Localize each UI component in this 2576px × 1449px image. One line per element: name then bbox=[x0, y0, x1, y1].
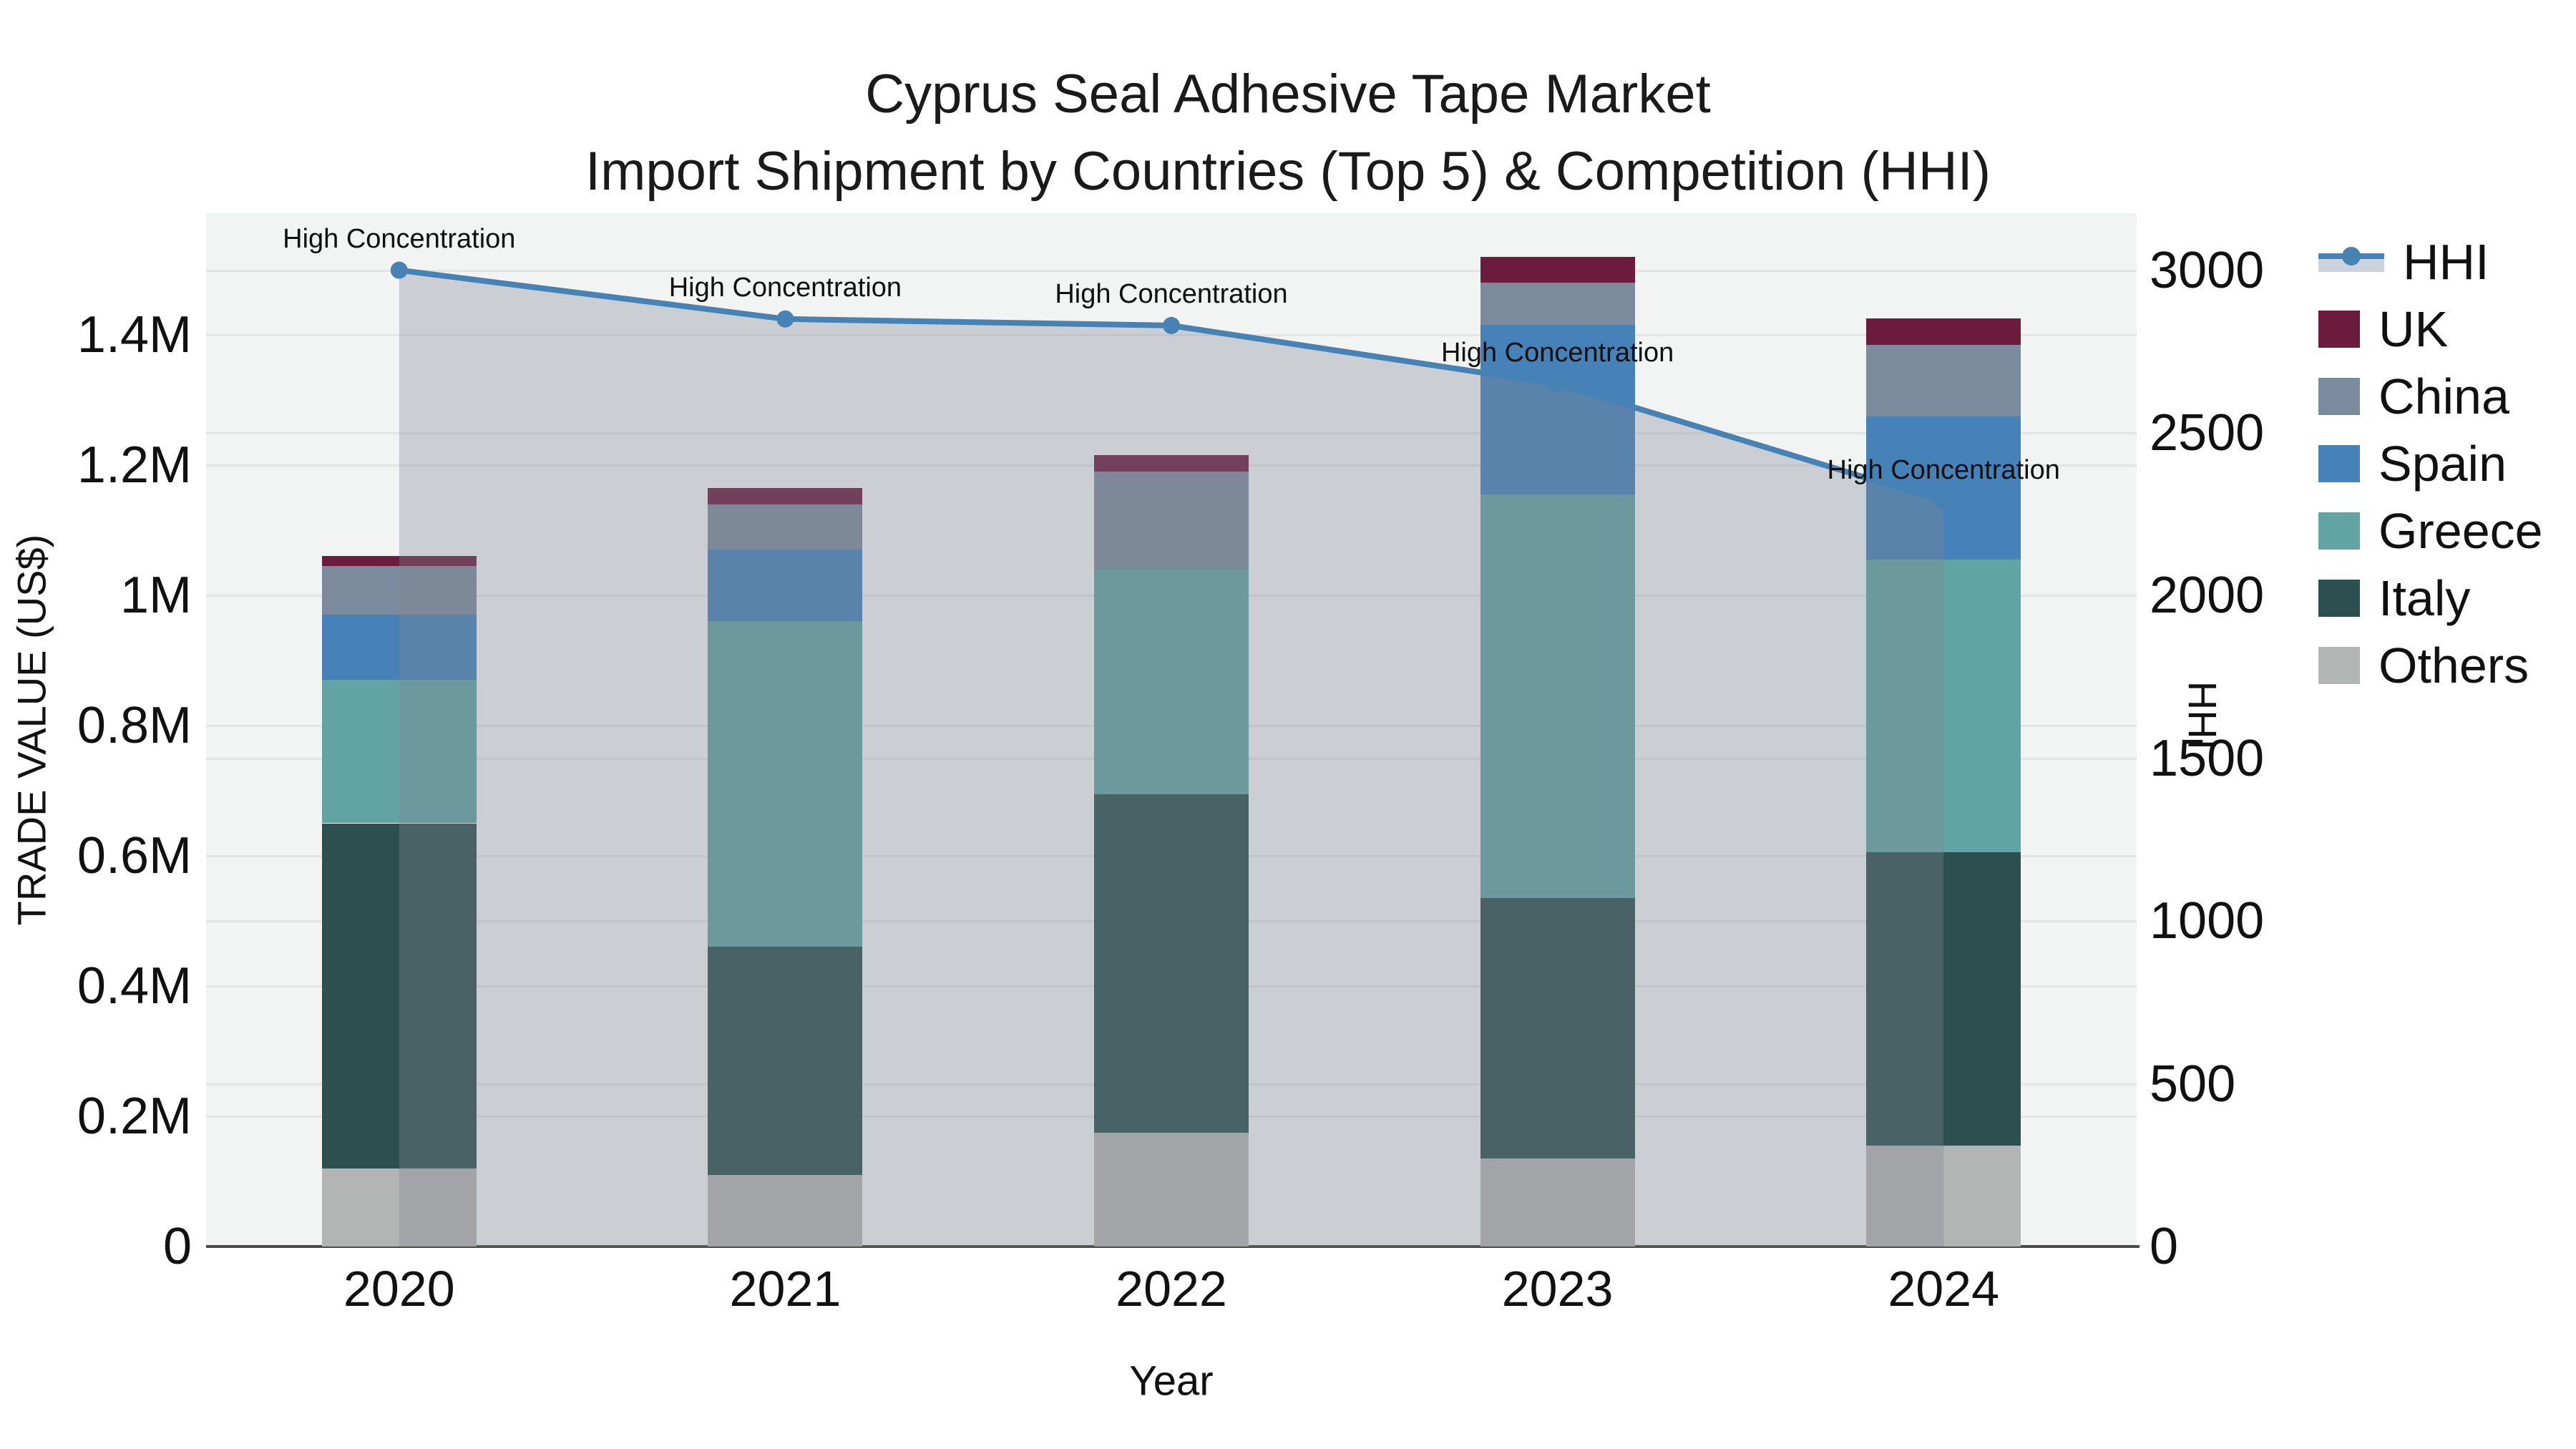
bar-china-2024[interactable] bbox=[1866, 344, 2021, 416]
legend-label-uk: UK bbox=[2379, 301, 2449, 357]
x-tick-label-2022: 2022 bbox=[1116, 1261, 1227, 1317]
bar-greece-2023[interactable] bbox=[1480, 494, 1635, 899]
y-right-tick-label: 1500 bbox=[2150, 729, 2265, 787]
bar-uk-2023[interactable] bbox=[1480, 256, 1635, 283]
x-tick-label-2024: 2024 bbox=[1888, 1261, 2000, 1317]
y-left-tick-label: 0.4M bbox=[77, 957, 192, 1015]
bar-greece-2021[interactable] bbox=[708, 621, 863, 947]
bar-china-2021[interactable] bbox=[708, 504, 863, 550]
bar-others-2020[interactable] bbox=[321, 1168, 477, 1246]
bar-uk-2020[interactable] bbox=[321, 556, 477, 567]
x-tick-label-2023: 2023 bbox=[1501, 1261, 1614, 1317]
bar-italy-2022[interactable] bbox=[1094, 794, 1249, 1133]
legend-item-spain[interactable]: Spain bbox=[2318, 439, 2543, 489]
hhi-area bbox=[399, 270, 1944, 1246]
bar-spain-2020[interactable] bbox=[321, 615, 477, 680]
legend-item-others[interactable]: Others bbox=[2318, 640, 2543, 691]
bar-uk-2024[interactable] bbox=[1866, 318, 2021, 345]
gridline-y-right bbox=[206, 269, 2137, 272]
bar-others-2024[interactable] bbox=[1866, 1145, 2021, 1246]
y-right-tick-label: 2500 bbox=[2150, 404, 2265, 462]
legend-label-spain: Spain bbox=[2379, 436, 2507, 492]
hhi-marker-2020[interactable] bbox=[390, 261, 408, 279]
hhi-marker-2021[interactable] bbox=[776, 310, 794, 328]
legend-swatch-italy bbox=[2318, 580, 2360, 617]
y-right-tick-label: 0 bbox=[2150, 1218, 2179, 1275]
annotation-high-concentration-2023: High Concentration bbox=[1440, 337, 1674, 368]
y-left-tick-label: 0.2M bbox=[77, 1088, 192, 1145]
bar-china-2020[interactable] bbox=[321, 566, 477, 615]
legend-item-china[interactable]: China bbox=[2318, 371, 2543, 421]
bar-italy-2023[interactable] bbox=[1480, 898, 1635, 1159]
y-right-tick-label: 1000 bbox=[2150, 892, 2265, 950]
annotation-high-concentration-2021: High Concentration bbox=[668, 272, 902, 303]
annotation-high-concentration-2020: High Concentration bbox=[283, 223, 516, 254]
bar-spain-2021[interactable] bbox=[708, 550, 863, 622]
legend-label-others: Others bbox=[2379, 638, 2529, 693]
hhi-marker-2024[interactable] bbox=[1935, 492, 1953, 510]
legend: HHI UK China Spain Greece Italy Others bbox=[2318, 237, 2543, 691]
chart-title: Cyprus Seal Adhesive Tape Market Import … bbox=[0, 56, 2576, 210]
bar-greece-2024[interactable] bbox=[1866, 559, 2021, 853]
bar-uk-2022[interactable] bbox=[1094, 455, 1249, 472]
legend-item-uk[interactable]: UK bbox=[2318, 304, 2543, 354]
bar-spain-2023[interactable] bbox=[1480, 325, 1635, 494]
legend-label-china: China bbox=[2379, 369, 2509, 424]
bar-others-2023[interactable] bbox=[1480, 1158, 1635, 1246]
y-left-tick-label: 0 bbox=[162, 1218, 192, 1275]
y-left-tick-label: 1.4M bbox=[77, 306, 192, 364]
bar-china-2023[interactable] bbox=[1480, 283, 1635, 326]
legend-label-italy: Italy bbox=[2379, 570, 2471, 626]
legend-swatch-greece bbox=[2318, 512, 2360, 550]
legend-hhi-marker-dot bbox=[2342, 247, 2361, 265]
legend-swatch-china bbox=[2318, 378, 2360, 415]
y-right-tick-label: 2000 bbox=[2150, 567, 2265, 625]
legend-item-hhi[interactable]: HHI bbox=[2318, 237, 2543, 287]
bar-uk-2021[interactable] bbox=[708, 487, 863, 504]
x-tick-label-2020: 2020 bbox=[343, 1261, 455, 1317]
chart-title-line1: Cyprus Seal Adhesive Tape Market bbox=[865, 64, 1711, 125]
bar-china-2022[interactable] bbox=[1094, 472, 1249, 570]
y-left-tick-label: 0.8M bbox=[77, 697, 192, 754]
y-left-tick-label: 0.6M bbox=[77, 827, 192, 884]
legend-label-greece: Greece bbox=[2379, 503, 2543, 559]
gridline-y-right bbox=[206, 431, 2137, 434]
legend-hhi-line-swatch bbox=[2318, 247, 2384, 276]
gridline-y-left bbox=[206, 334, 2137, 336]
annotation-high-concentration-2022: High Concentration bbox=[1055, 278, 1288, 309]
x-tick-label-2021: 2021 bbox=[729, 1261, 841, 1317]
y-right-tick-label: 500 bbox=[2150, 1055, 2236, 1113]
bar-italy-2024[interactable] bbox=[1866, 852, 2021, 1146]
y-left-tick-label: 1M bbox=[119, 567, 192, 624]
legend-label-hhi: HHI bbox=[2403, 234, 2489, 290]
legend-swatch-spain bbox=[2318, 445, 2360, 482]
hhi-marker-2022[interactable] bbox=[1163, 316, 1180, 334]
y-left-tick-label: 1.2M bbox=[77, 436, 192, 494]
bar-italy-2021[interactable] bbox=[708, 947, 863, 1175]
x-axis-title: Year bbox=[1129, 1357, 1214, 1405]
bar-greece-2020[interactable] bbox=[321, 680, 477, 824]
x-axis-line bbox=[206, 1245, 2140, 1248]
bar-italy-2020[interactable] bbox=[321, 823, 477, 1169]
bar-others-2021[interactable] bbox=[708, 1174, 863, 1246]
legend-item-italy[interactable]: Italy bbox=[2318, 573, 2543, 623]
hhi-marker-2023[interactable] bbox=[1548, 375, 1566, 393]
bar-greece-2022[interactable] bbox=[1094, 569, 1249, 794]
annotation-high-concentration-2024: High Concentration bbox=[1827, 454, 2060, 485]
chart-title-line2: Import Shipment by Countries (Top 5) & C… bbox=[585, 140, 1991, 202]
legend-item-greece[interactable]: Greece bbox=[2318, 506, 2543, 556]
legend-swatch-uk bbox=[2318, 311, 2360, 348]
y-right-tick-label: 3000 bbox=[2150, 241, 2265, 299]
legend-swatch-others bbox=[2318, 647, 2360, 684]
bar-others-2022[interactable] bbox=[1094, 1132, 1249, 1246]
